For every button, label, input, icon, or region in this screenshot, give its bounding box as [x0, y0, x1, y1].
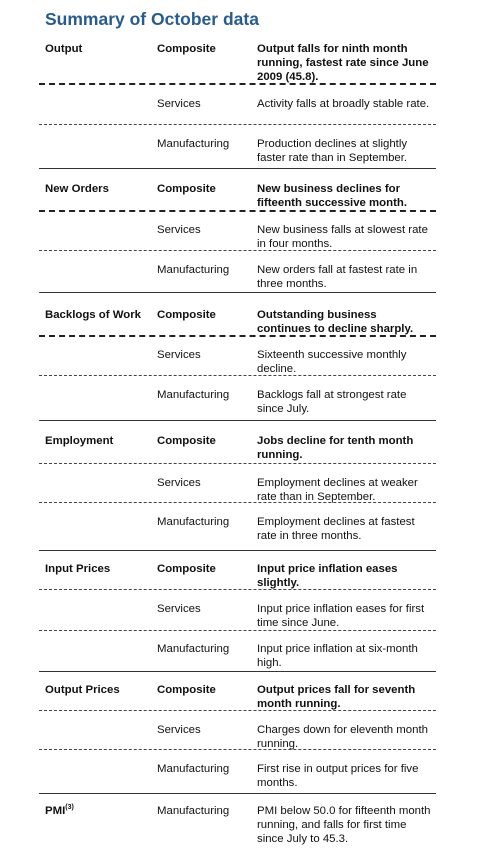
- row-divider: [39, 250, 436, 251]
- sector-label: Services: [157, 98, 201, 110]
- sector-label: Composite: [157, 43, 216, 55]
- row-divider: [39, 463, 436, 464]
- sector-label: Services: [157, 477, 201, 489]
- indicator-label-text: PMI: [45, 805, 66, 817]
- summary-text: Charges down for eleventh month running.: [257, 724, 428, 750]
- group-divider: [39, 168, 436, 169]
- indicator-label: PMI(3): [45, 804, 157, 818]
- summary-text: Output falls for ninth month running, fa…: [257, 43, 429, 83]
- indicator-label: Backlogs of Work: [45, 308, 157, 322]
- sector-label: Manufacturing: [157, 389, 230, 401]
- row-divider: [39, 630, 436, 631]
- summary-text: Activity falls at broadly stable rate.: [257, 98, 430, 110]
- summary-text: New business falls at slowest rate in fo…: [257, 224, 428, 250]
- summary-text: Output prices fall for seventh month run…: [257, 684, 416, 710]
- summary-text: Input price inflation eases slightly.: [257, 563, 398, 589]
- indicator-label-text: Output Prices: [45, 684, 120, 696]
- sector-label: Manufacturing: [157, 805, 230, 817]
- sector-label: Manufacturing: [157, 138, 230, 150]
- summary-text: Jobs decline for tenth month running.: [257, 435, 414, 461]
- indicator-label-text: Output: [45, 43, 83, 55]
- row-divider: [39, 710, 436, 711]
- indicator-label: Employment: [45, 434, 157, 448]
- summary-text: Employment declines at fastest rate in t…: [257, 516, 415, 542]
- indicator-label: Input Prices: [45, 562, 157, 576]
- indicator-label-text: New Orders: [45, 183, 109, 195]
- summary-text: Employment declines at weaker rate than …: [257, 477, 418, 503]
- group-divider: [39, 420, 436, 421]
- row-divider: [39, 124, 436, 125]
- sector-label: Manufacturing: [157, 264, 230, 276]
- sector-label: Services: [157, 603, 201, 615]
- sector-label: Manufacturing: [157, 763, 230, 775]
- sector-label: Services: [157, 724, 201, 736]
- summary-text: Outstanding business continues to declin…: [257, 309, 414, 335]
- row-divider: [39, 375, 436, 376]
- summary-text: Backlogs fall at strongest rate since Ju…: [257, 389, 407, 415]
- summary-text: Input price inflation at six-month high.: [257, 643, 418, 669]
- indicator-label: Output: [45, 42, 157, 56]
- sector-label: Composite: [157, 563, 216, 575]
- summary-text: PMI below 50.0 for fifteenth month runni…: [257, 805, 431, 845]
- sector-label: Composite: [157, 309, 216, 321]
- sector-label: Services: [157, 349, 201, 361]
- summary-text: First rise in output prices for five mon…: [257, 763, 419, 789]
- sector-label: Composite: [157, 435, 216, 447]
- indicator-label-text: Backlogs of Work: [45, 309, 141, 321]
- indicator-label: Output Prices: [45, 683, 157, 697]
- group-divider: [39, 793, 436, 794]
- row-divider: [39, 83, 436, 85]
- sector-label: Services: [157, 224, 201, 236]
- summary-text: Sixteenth successive monthly decline.: [257, 349, 407, 375]
- group-divider: [39, 292, 436, 293]
- sector-label: Manufacturing: [157, 516, 230, 528]
- indicator-label: New Orders: [45, 182, 157, 196]
- sector-label: Composite: [157, 684, 216, 696]
- row-divider: [39, 210, 436, 212]
- summary-text: Input price inflation eases for first ti…: [257, 603, 425, 629]
- summary-text: Production declines at slightly faster r…: [257, 138, 408, 164]
- page-title: Summary of October data: [45, 9, 259, 29]
- footnote-marker: (3): [65, 804, 74, 811]
- row-divider: [39, 589, 436, 590]
- sector-label: Manufacturing: [157, 643, 230, 655]
- summary-text: New orders fall at fastest rate in three…: [257, 264, 418, 290]
- group-divider: [39, 671, 436, 672]
- row-divider: [39, 335, 436, 337]
- summary-text: New business declines for fifteenth succ…: [257, 183, 408, 209]
- row-divider: [39, 502, 436, 503]
- sector-label: Composite: [157, 183, 216, 195]
- row-divider: [39, 749, 436, 750]
- indicator-label-text: Input Prices: [45, 563, 111, 575]
- group-divider: [39, 550, 436, 551]
- indicator-label-text: Employment: [45, 435, 114, 447]
